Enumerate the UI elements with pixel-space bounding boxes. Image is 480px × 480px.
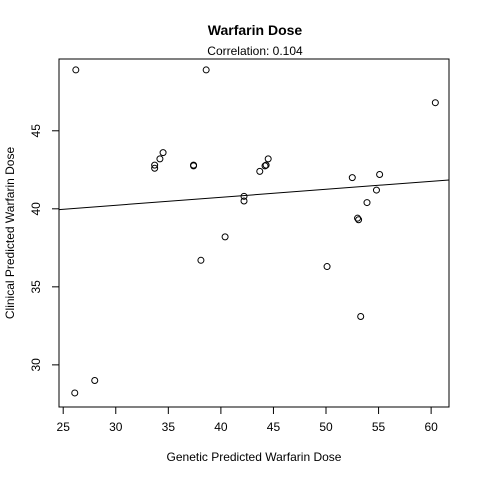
data-point <box>372 186 380 194</box>
plot-area-frame <box>58 58 450 408</box>
data-point <box>156 155 164 163</box>
data-point <box>256 167 264 175</box>
data-point <box>363 199 371 207</box>
data-point <box>262 161 270 169</box>
data-point <box>202 66 210 74</box>
x-tick-label: 55 <box>372 420 386 434</box>
x-tick-label: 50 <box>319 420 333 434</box>
data-point <box>348 174 356 182</box>
data-points <box>71 66 439 397</box>
data-point <box>376 170 384 178</box>
data-point <box>355 216 363 224</box>
data-point <box>91 376 99 384</box>
data-point <box>354 214 362 222</box>
chart-title: Warfarin Dose <box>208 22 303 38</box>
data-point <box>151 164 159 172</box>
data-point <box>197 256 205 264</box>
data-point <box>323 263 331 271</box>
data-point <box>221 233 229 241</box>
y-tick-label: 45 <box>29 124 43 138</box>
data-point <box>240 192 248 200</box>
x-tick-label: 60 <box>424 420 438 434</box>
x-tick-label: 45 <box>267 420 281 434</box>
y-tick-label: 35 <box>29 280 43 294</box>
data-point <box>261 162 269 170</box>
x-axis-label: Genetic Predicted Warfarin Dose <box>167 450 342 464</box>
y-tick-label: 30 <box>29 358 43 372</box>
data-point <box>72 66 80 74</box>
data-point <box>431 99 439 107</box>
chart-subtitle: Correlation: 0.104 <box>207 44 303 58</box>
x-tick-label: 35 <box>162 420 176 434</box>
regression-line <box>58 179 450 211</box>
y-tick-label: 40 <box>29 202 43 216</box>
data-point <box>71 389 79 397</box>
data-point <box>151 161 159 169</box>
x-axis: 25 30 35 40 45 50 55 60 <box>57 407 438 434</box>
data-point <box>190 162 198 170</box>
x-tick-label: 25 <box>57 420 71 434</box>
x-tick-label: 30 <box>109 420 123 434</box>
data-point <box>264 155 272 163</box>
data-point <box>357 312 365 320</box>
data-point <box>240 197 248 205</box>
x-tick-label: 40 <box>214 420 228 434</box>
y-axis: 30 35 40 45 <box>29 124 59 372</box>
data-point <box>159 149 167 157</box>
y-axis-label: Clinical Predicted Warfarin Dose <box>3 147 17 320</box>
